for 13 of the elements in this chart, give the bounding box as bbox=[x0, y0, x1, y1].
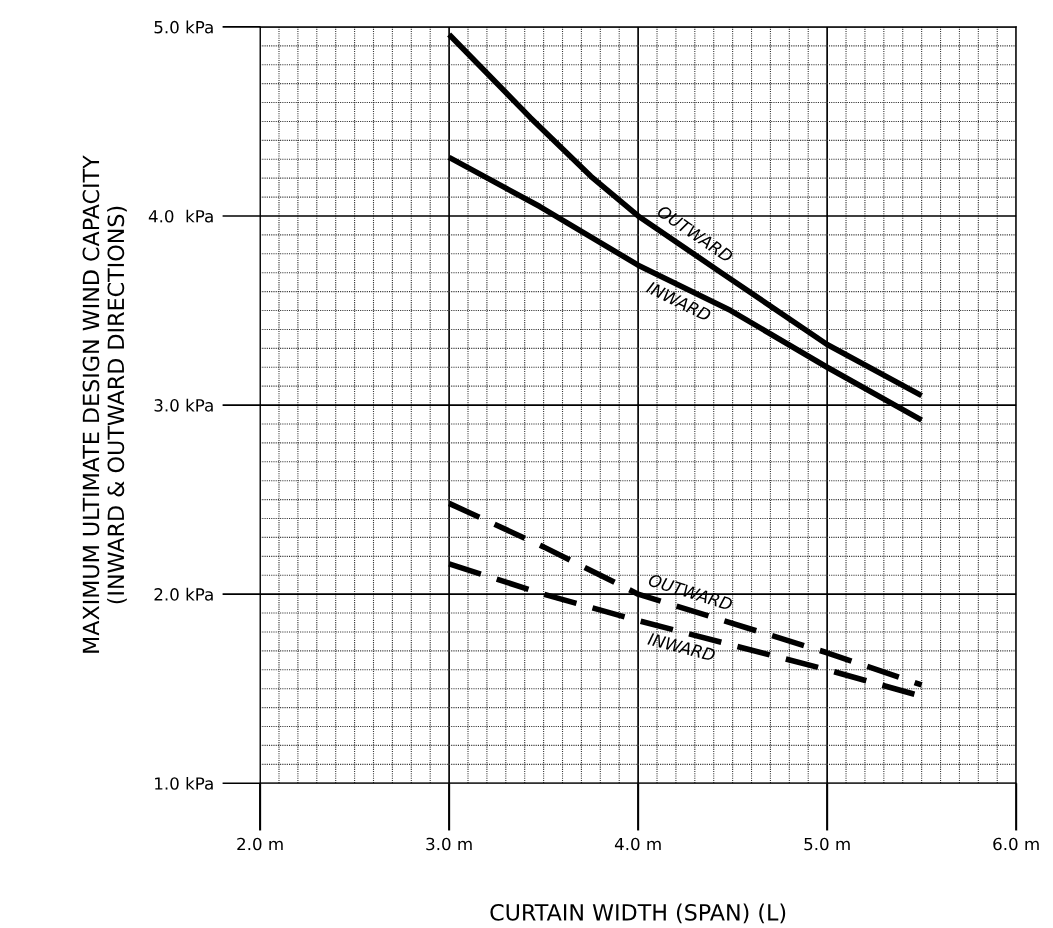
y-tick-label: 2.0 kPa bbox=[154, 587, 213, 601]
x-axis-title: CURTAIN WIDTH (SPAN) (L) bbox=[490, 903, 786, 924]
x-tick-label: 5.0 m bbox=[804, 837, 850, 851]
x-tick-label: 4.0 m bbox=[614, 837, 661, 851]
x-tick-label: 2.0 m bbox=[237, 837, 283, 851]
x-tick-label: 3.0 m bbox=[426, 837, 472, 851]
y-tick-label: 4.0 kPa bbox=[148, 209, 213, 223]
annotation: INWARD bbox=[647, 632, 716, 662]
y-tick-label: 1.0 kPa bbox=[155, 776, 213, 790]
y-tick-label: 5.0 kPa bbox=[154, 20, 213, 34]
y-axis-title: MAXIMUM ULTIMATE DESIGN WIND CAPACITY (INWARD & OUTWARD DIRECTIONS) bbox=[82, 155, 127, 653]
y-tick-label: 3.0 kPa bbox=[154, 398, 213, 412]
x-tick-label: 6.0 m bbox=[993, 837, 1039, 851]
